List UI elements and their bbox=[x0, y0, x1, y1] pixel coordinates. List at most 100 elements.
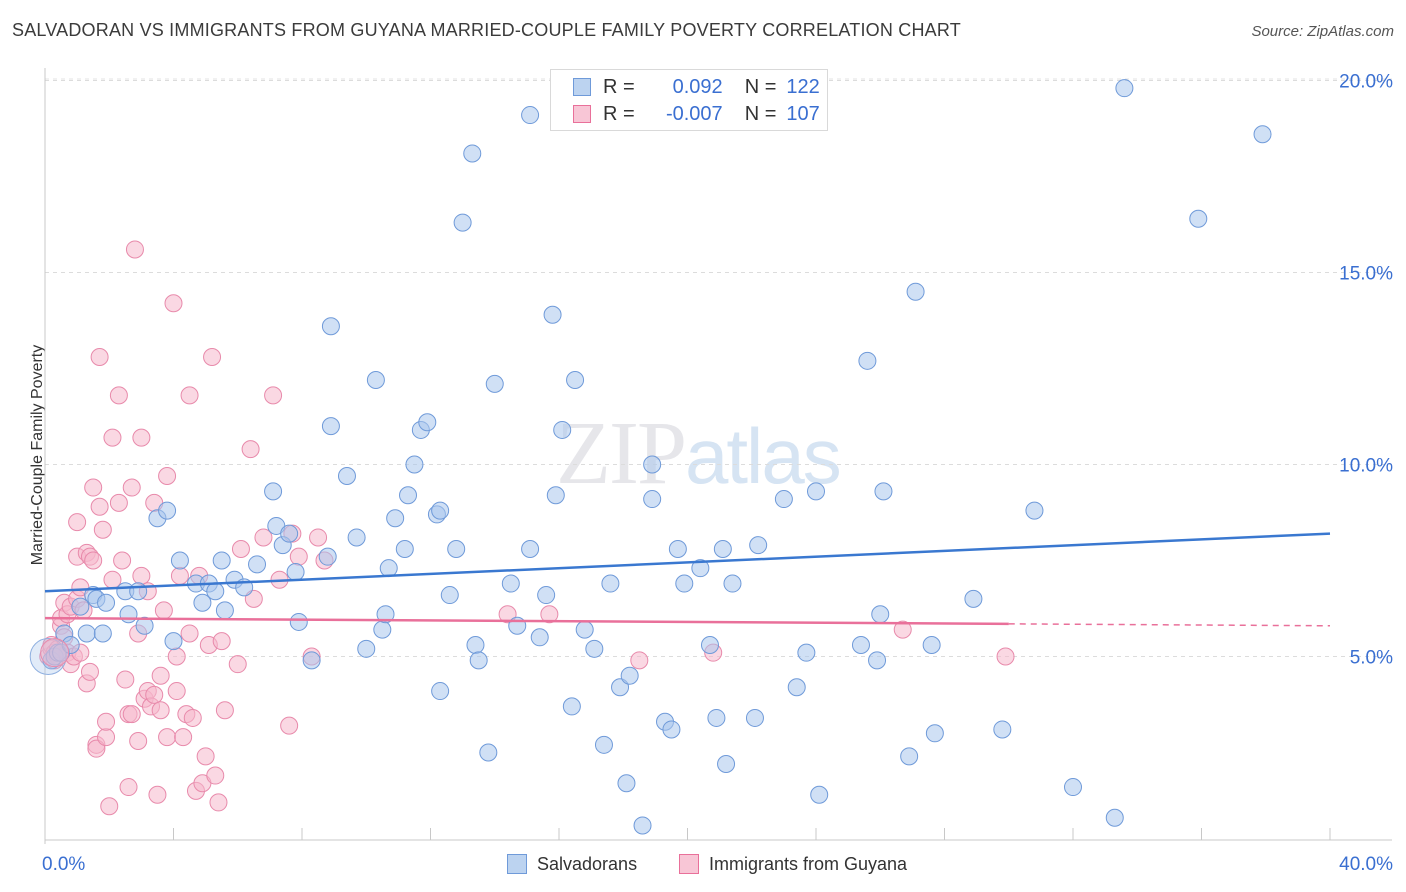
point-guyana bbox=[203, 347, 222, 366]
point-salvadorans bbox=[749, 536, 768, 555]
point-salvadorans bbox=[601, 574, 620, 593]
point-guyana bbox=[215, 701, 234, 720]
point-guyana bbox=[113, 551, 132, 570]
point-salvadorans bbox=[119, 605, 138, 624]
point-salvadorans bbox=[745, 708, 764, 727]
point-guyana bbox=[264, 386, 283, 405]
point-salvadorans bbox=[643, 490, 662, 509]
point-salvadorans bbox=[479, 743, 498, 762]
point-salvadorans bbox=[787, 678, 806, 697]
point-salvadorans-cluster bbox=[29, 638, 67, 675]
point-guyana bbox=[167, 647, 186, 666]
point-guyana bbox=[132, 428, 151, 447]
point-guyana bbox=[244, 589, 263, 608]
point-salvadorans bbox=[431, 682, 450, 701]
point-salvadorans bbox=[906, 282, 925, 301]
point-salvadorans bbox=[164, 632, 183, 651]
legend-swatch-pink bbox=[573, 105, 591, 123]
point-salvadorans bbox=[193, 593, 212, 612]
point-salvadorans bbox=[723, 574, 742, 593]
point-salvadorans bbox=[797, 643, 816, 662]
legend-n-value: 122 bbox=[786, 75, 820, 98]
point-salvadorans bbox=[212, 551, 231, 570]
point-guyana bbox=[132, 566, 151, 585]
point-salvadorans bbox=[318, 547, 337, 566]
bottom-legend-label: Salvadorans bbox=[537, 853, 638, 874]
point-guyana bbox=[893, 620, 912, 639]
legend-r-value: -0.007 bbox=[665, 102, 723, 125]
point-salvadorans bbox=[874, 482, 893, 501]
point-salvadorans bbox=[321, 417, 340, 436]
point-salvadorans bbox=[575, 620, 594, 639]
point-guyana bbox=[93, 520, 112, 539]
source-label: Source: ZipAtlas.com bbox=[1251, 23, 1394, 40]
point-salvadorans bbox=[774, 490, 793, 509]
point-salvadorans bbox=[170, 551, 189, 570]
point-salvadorans bbox=[129, 582, 148, 601]
legend-row-guyana: R = -0.007 N = 107 bbox=[573, 102, 820, 126]
point-guyana bbox=[498, 605, 517, 624]
point-salvadorans bbox=[662, 720, 681, 739]
point-salvadorans bbox=[405, 455, 424, 474]
y-tick-label: 20.0% bbox=[1339, 72, 1393, 93]
point-salvadorans bbox=[469, 651, 488, 670]
point-guyana bbox=[116, 670, 135, 689]
point-salvadorans bbox=[264, 482, 283, 501]
point-guyana bbox=[97, 728, 116, 747]
legend-swatch-blue bbox=[573, 78, 591, 96]
point-salvadorans bbox=[501, 574, 520, 593]
point-guyana bbox=[158, 467, 177, 486]
point-guyana bbox=[119, 778, 138, 797]
point-salvadorans bbox=[357, 639, 376, 658]
point-salvadorans bbox=[611, 678, 630, 697]
point-salvadorans bbox=[93, 624, 112, 643]
point-salvadorans bbox=[399, 486, 418, 505]
point-guyana bbox=[164, 294, 183, 313]
point-guyana bbox=[122, 478, 141, 497]
y-tick-label: 5.0% bbox=[1350, 648, 1393, 669]
point-guyana bbox=[170, 566, 189, 585]
point-guyana bbox=[309, 528, 328, 547]
point-guyana bbox=[212, 632, 231, 651]
point-salvadorans bbox=[617, 774, 636, 793]
point-guyana bbox=[241, 440, 260, 459]
point-salvadorans bbox=[1105, 808, 1124, 827]
point-salvadorans bbox=[347, 528, 366, 547]
point-salvadorans bbox=[386, 509, 405, 528]
x-tick-label: 0.0% bbox=[42, 854, 85, 875]
point-guyana bbox=[183, 708, 202, 727]
point-salvadorans bbox=[675, 574, 694, 593]
legend-n-label: N = bbox=[744, 102, 777, 125]
point-salvadorans bbox=[158, 501, 177, 520]
legend-r-value: 0.092 bbox=[672, 75, 723, 98]
point-guyana bbox=[206, 766, 225, 785]
point-salvadorans bbox=[868, 651, 887, 670]
legend-r-label: R = bbox=[603, 75, 635, 98]
point-salvadorans bbox=[562, 697, 581, 716]
point-salvadorans bbox=[1253, 125, 1272, 144]
watermark-zip: ZIP bbox=[556, 404, 687, 503]
point-guyana bbox=[84, 478, 103, 497]
point-salvadorans bbox=[530, 628, 549, 647]
point-salvadorans bbox=[71, 597, 90, 616]
point-salvadorans bbox=[466, 635, 485, 654]
point-guyana bbox=[80, 662, 99, 681]
point-salvadorans bbox=[431, 501, 450, 520]
trend-line-guyana-extension bbox=[1008, 623, 1331, 627]
point-salvadorans bbox=[366, 371, 385, 390]
point-salvadorans bbox=[463, 144, 482, 163]
point-salvadorans bbox=[447, 539, 466, 558]
point-guyana bbox=[151, 666, 170, 685]
point-salvadorans bbox=[395, 539, 414, 558]
point-salvadorans bbox=[851, 635, 870, 654]
y-tick-label: 15.0% bbox=[1339, 264, 1393, 285]
point-guyana bbox=[228, 655, 247, 674]
point-salvadorans bbox=[871, 605, 890, 624]
point-salvadorans bbox=[810, 785, 829, 804]
point-salvadorans bbox=[993, 720, 1012, 739]
point-salvadorans bbox=[566, 371, 585, 390]
point-salvadorans bbox=[922, 635, 941, 654]
point-guyana bbox=[109, 386, 128, 405]
point-guyana bbox=[145, 685, 164, 704]
